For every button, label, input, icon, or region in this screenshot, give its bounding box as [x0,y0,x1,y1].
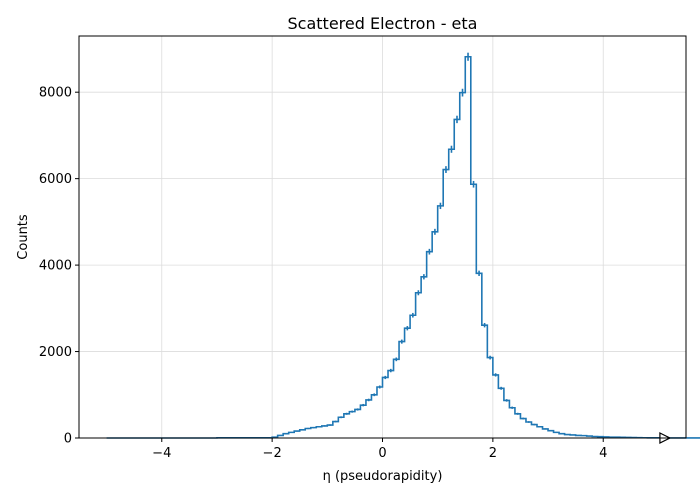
x-tick-label: 4 [599,446,607,461]
y-tick-label: 4000 [39,259,72,274]
y-tick-label: 2000 [39,345,72,360]
data-series [106,52,700,444]
y-tick-label: 6000 [39,172,72,187]
axis-ticks: −4 −2 0 2 4 0 2000 4000 6000 8000 [39,86,607,461]
x-tick-label: −4 [152,446,171,461]
x-tick-label: −2 [263,446,282,461]
x-tick-label: 0 [378,446,386,461]
y-axis-label: Counts [16,214,31,260]
chart-title: Scattered Electron - eta [288,14,478,33]
y-tick-label: 0 [64,432,72,447]
x-axis-label: η (pseudorapidity) [323,469,443,484]
y-tick-label: 8000 [39,86,72,101]
x-tick-label: 2 [489,446,497,461]
histogram-step-line [106,55,700,439]
